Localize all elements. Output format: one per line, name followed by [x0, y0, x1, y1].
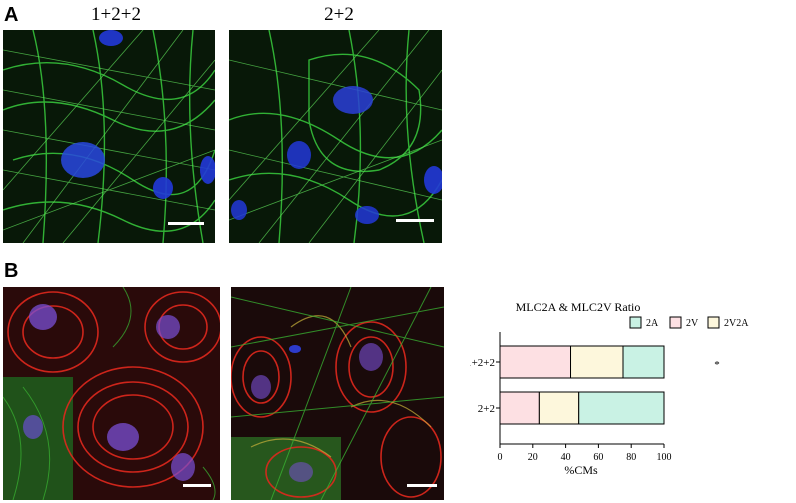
scale-bar: [183, 484, 211, 487]
x-tick-label: 40: [561, 452, 571, 463]
micrograph-a-2-2: [229, 30, 442, 243]
x-tick-label: 20: [528, 452, 538, 463]
bar-2-2-2v2a: [538, 391, 580, 425]
x-tick-label: 0: [498, 452, 503, 463]
chart-title: MLC2A & MLC2V Ratio: [516, 300, 641, 314]
chart-axes: 0 20 40 60 80 100: [498, 332, 672, 463]
column-label-1-2-2: 1+2+2: [91, 4, 141, 25]
legend-swatch-2v: [669, 316, 682, 329]
column-label-2-2: 2+2: [324, 4, 354, 25]
chart-legend: 2A 2V 2V2A: [629, 316, 749, 329]
chart-bars: 1+2+2 2+2: [470, 345, 665, 425]
x-tick-label: 60: [593, 452, 603, 463]
legend-label-2v: 2V: [686, 318, 699, 329]
category-label: 1+2+2: [470, 357, 495, 369]
micrograph-b-2-2: [231, 287, 444, 500]
panel-a-label: A: [4, 4, 19, 26]
legend-label-2v2a: 2V2A: [724, 318, 749, 329]
micrograph-a-1-2-2: [3, 30, 215, 243]
x-tick-label: 100: [657, 452, 672, 463]
stacked-bar-chart: MLC2A & MLC2V Ratio 2A 2V 2V2A 1+2+2 2+2 0 2…: [470, 300, 749, 477]
bar-1-2-2-2v2a: [570, 345, 624, 379]
x-tick-label: 80: [626, 452, 636, 463]
bar-2-2-2a: [578, 391, 665, 425]
bar-1-2-2-2v: [499, 345, 572, 379]
scale-bar: [168, 222, 204, 225]
x-axis-label: %CMs: [564, 463, 598, 477]
bar-2-2-2v: [499, 391, 540, 425]
panel-b-label: B: [4, 260, 19, 282]
micrograph-b-1-2-2: [3, 287, 220, 500]
chart-annotation: *: [714, 359, 720, 371]
legend-swatch-2a: [629, 316, 642, 329]
legend-label-2a: 2A: [646, 318, 659, 329]
category-label: 2+2: [478, 403, 495, 415]
scale-bar: [396, 219, 434, 222]
scale-bar: [407, 484, 437, 487]
legend-swatch-2v2a: [707, 316, 720, 329]
bar-1-2-2-2a: [622, 345, 665, 379]
